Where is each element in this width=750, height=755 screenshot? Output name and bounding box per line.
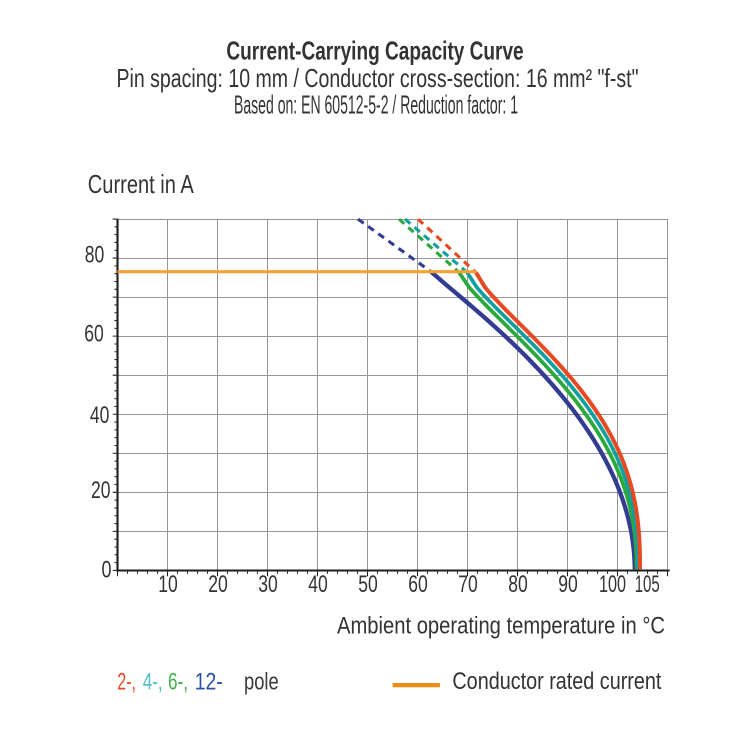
svg-text:Current in A: Current in A xyxy=(88,169,195,199)
svg-text:20: 20 xyxy=(208,571,228,598)
svg-text:40: 40 xyxy=(90,402,110,429)
svg-text:90: 90 xyxy=(558,571,578,598)
svg-text:30: 30 xyxy=(258,571,278,598)
svg-text:Current-Carrying Capacity Curv: Current-Carrying Capacity Curve xyxy=(226,36,523,66)
svg-text:100: 100 xyxy=(599,571,626,598)
svg-text:80: 80 xyxy=(85,242,105,269)
svg-text:Based on: EN 60512-5-2 / Reduc: Based on: EN 60512-5-2 / Reduction facto… xyxy=(234,90,518,120)
svg-text:Conductor rated current: Conductor rated current xyxy=(452,668,661,695)
svg-text:2-,: 2-, xyxy=(117,669,136,696)
svg-text:Ambient operating temperature: Ambient operating temperature in °C xyxy=(337,613,665,640)
svg-text:0: 0 xyxy=(102,556,112,583)
svg-text:80: 80 xyxy=(508,571,528,598)
svg-text:pole: pole xyxy=(244,669,279,696)
svg-text:70: 70 xyxy=(458,571,478,598)
svg-text:12-: 12- xyxy=(195,669,223,696)
svg-text:Pin spacing: 10 mm / Conductor: Pin spacing: 10 mm / Conductor cross-sec… xyxy=(117,63,639,93)
svg-text:60: 60 xyxy=(84,321,104,348)
svg-text:50: 50 xyxy=(358,571,378,598)
svg-text:4-,: 4-, xyxy=(143,669,163,696)
svg-text:20: 20 xyxy=(91,477,111,504)
svg-text:10: 10 xyxy=(158,571,178,598)
svg-text:6-,: 6-, xyxy=(168,669,188,696)
svg-text:60: 60 xyxy=(408,571,428,598)
svg-text:105: 105 xyxy=(635,571,660,598)
svg-text:40: 40 xyxy=(308,571,328,598)
